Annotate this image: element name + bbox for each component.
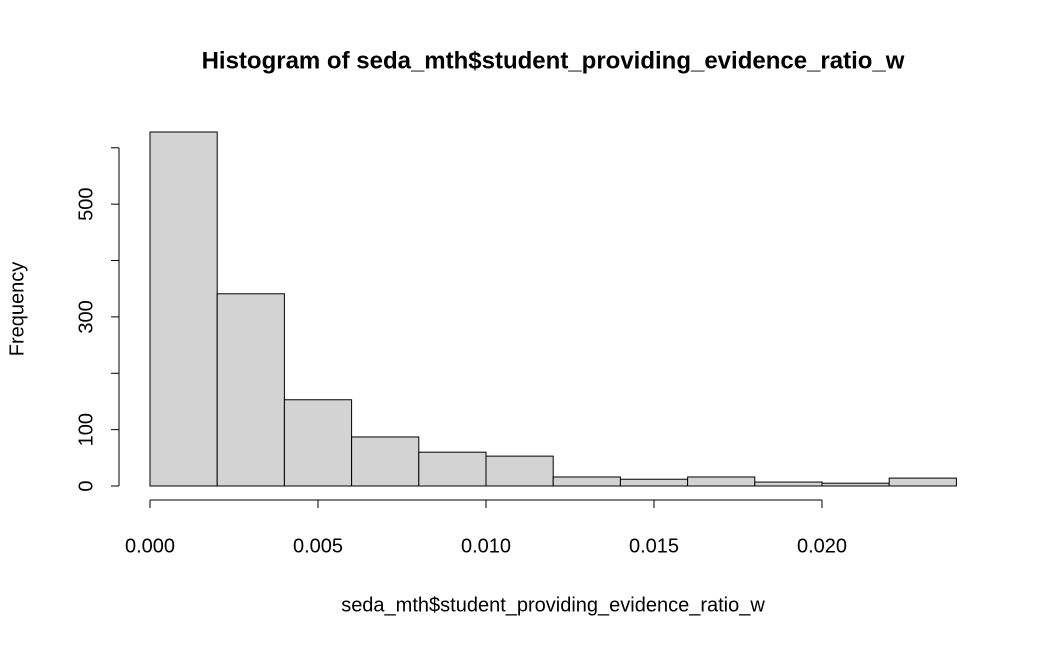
y-tick-label: 500 <box>75 187 97 220</box>
bar <box>619 478 689 487</box>
chart-title: Histogram of seda_mth$student_providing_… <box>202 47 905 74</box>
bar <box>821 482 890 487</box>
x-axis-label: seda_mth$student_providing_evidence_rati… <box>341 594 765 616</box>
bar <box>283 399 353 487</box>
bar <box>351 436 420 487</box>
y-tick-label: 100 <box>75 413 97 446</box>
y-tick-label: 0 <box>75 480 97 491</box>
bar <box>888 477 957 487</box>
bar <box>485 455 554 487</box>
x-tick-label: 0.000 <box>125 535 175 557</box>
bar <box>754 481 823 487</box>
bar <box>216 293 285 487</box>
x-tick-label: 0.015 <box>629 535 679 557</box>
bar <box>552 476 621 487</box>
bar <box>418 451 487 487</box>
y-axis-label: Frequency <box>6 262 28 357</box>
x-tick-label: 0.010 <box>461 535 511 557</box>
x-tick-label: 0.005 <box>293 535 343 557</box>
bar <box>149 131 218 487</box>
x-tick-label: 0.020 <box>797 535 847 557</box>
y-tick-label: 300 <box>75 300 97 333</box>
bar <box>687 476 756 487</box>
